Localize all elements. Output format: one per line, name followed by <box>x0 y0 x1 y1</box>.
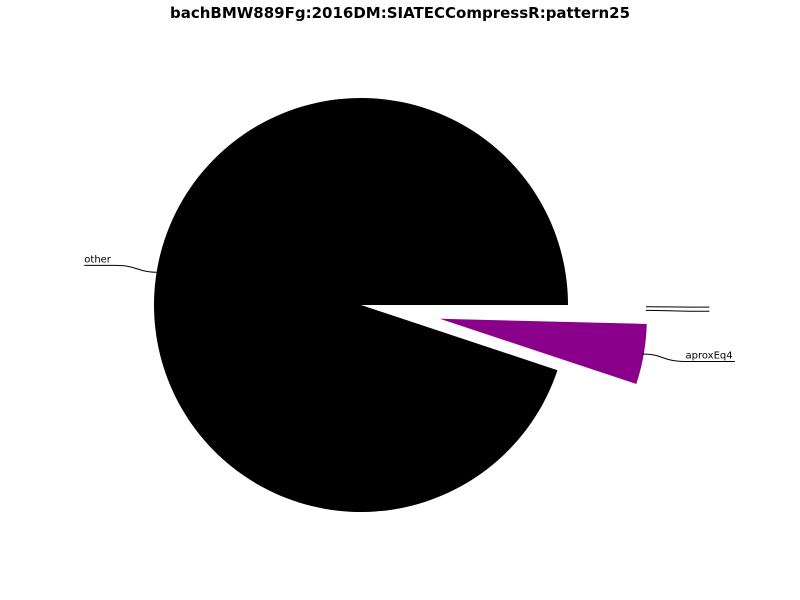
pie-slice-unlabeled-2 <box>440 306 648 312</box>
leader-line-1 <box>641 353 735 362</box>
chart-title: bachBMW889Fg:2016DM:SIATECCompressR:patt… <box>169 4 631 22</box>
slice-label-aproxeq4: aproxEq4 <box>686 350 733 361</box>
pie-slice-other <box>153 97 568 512</box>
leader-line-0 <box>84 264 159 273</box>
pie-slice-unlabeled-3 <box>440 305 648 309</box>
leader-line-2 <box>645 309 710 312</box>
pie-slice-aproxeq4 <box>439 318 647 384</box>
slice-label-other: other <box>84 254 112 265</box>
